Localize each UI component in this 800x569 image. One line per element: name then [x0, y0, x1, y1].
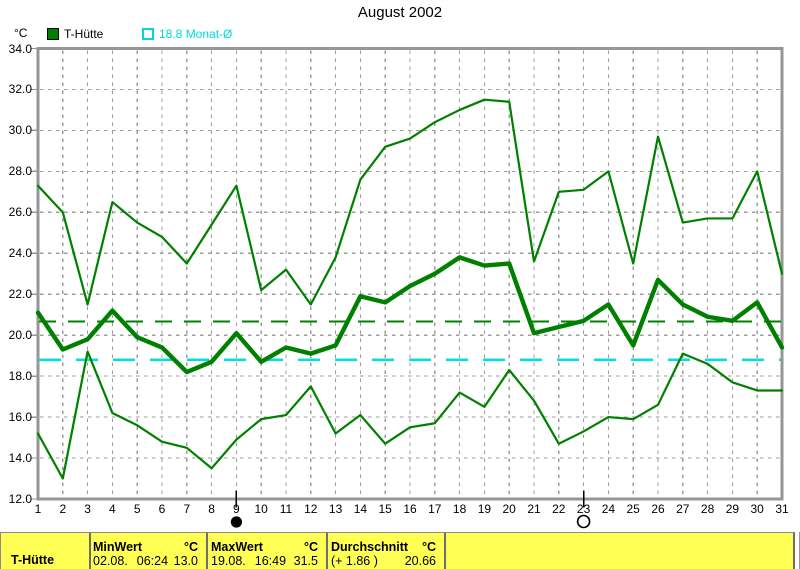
x-tick-label: 15: [378, 502, 392, 516]
status-bar: T-Hütte MinWert °C 02.08. 06:24 13.0 MaxW…: [0, 532, 795, 569]
durchschnitt-unit: °C: [421, 540, 436, 554]
x-tick-label: 14: [353, 502, 368, 516]
y-tick-label: 30.0: [8, 123, 32, 138]
x-tick-label: 23: [576, 502, 591, 516]
maxwert-datetime: 19.08. 16:49: [211, 554, 287, 568]
legend-label-t-huette: T-Hütte: [64, 27, 104, 41]
y-tick-label: 22.0: [8, 287, 32, 302]
x-tick-label: 8: [208, 502, 215, 516]
x-tick-label: 26: [651, 502, 665, 516]
x-tick-label: 16: [403, 502, 417, 516]
green-square-icon: [47, 28, 59, 40]
y-tick-label: 28.0: [8, 164, 32, 179]
x-tick-label: 28: [700, 502, 715, 516]
minwert-title: MinWert: [93, 540, 143, 554]
statusbar-divider: [326, 533, 328, 569]
x-tick-label: 20: [502, 502, 516, 516]
cyan-square-icon: [142, 28, 154, 40]
x-tick-label: 18: [452, 502, 467, 516]
y-tick-label: 26.0: [8, 205, 32, 220]
x-tick-label: 30: [750, 502, 764, 516]
x-tick-label: 17: [428, 502, 442, 516]
series-min-line: [36, 350, 784, 480]
legend-item-monthly-average: 18.8 Monat-Ø: [142, 27, 232, 41]
x-tick-label: 25: [626, 502, 640, 516]
x-tick-label: 10: [254, 502, 268, 516]
durchschnitt-title: Durchschnitt: [331, 540, 409, 554]
x-tick-label: 13: [328, 502, 343, 516]
legend-label-monthly-average: 18.8 Monat-Ø: [159, 27, 233, 41]
series-mean-line: [35, 255, 785, 375]
x-tick-label: 31: [775, 502, 789, 516]
y-tick-label: 14.0: [8, 451, 32, 466]
y-tick-label: 24.0: [8, 246, 32, 261]
x-tick-label: 5: [133, 502, 141, 516]
x-tick-label: 6: [158, 502, 166, 516]
x-tick-label: 4: [109, 502, 116, 516]
maxwert-unit: °C: [303, 540, 318, 554]
durchschnitt-value: 20.66: [404, 554, 436, 568]
x-tick-label: 19: [477, 502, 492, 516]
maxwert-value: 31.5: [293, 554, 318, 568]
y-tick-label: 20.0: [8, 328, 32, 343]
x-tick-label: 3: [84, 502, 91, 516]
y-tick-label: 34.0: [8, 41, 32, 56]
y-axis-unit-label: °C: [14, 26, 28, 40]
x-tick-label: 11: [279, 502, 293, 516]
y-tick-label: 18.0: [8, 369, 32, 384]
maxwert-title: MaxWert: [211, 540, 263, 554]
minwert-datetime: 02.08. 06:24: [93, 554, 169, 568]
x-tick-label: 2: [59, 502, 67, 516]
y-tick-label: 32.0: [8, 82, 32, 97]
y-tick-label: 12.0: [8, 492, 32, 506]
statusbar-cell-minwert: MinWert °C 02.08. 06:24 13.0: [93, 533, 198, 569]
x-tick-label: 27: [676, 502, 690, 516]
statusbar-series-label: T-Hütte: [11, 553, 55, 567]
x-tick-label: 22: [552, 502, 566, 516]
statusbar-divider: [444, 533, 446, 569]
temperature-line-chart: [31, 46, 785, 529]
x-tick-label: 7: [183, 502, 191, 516]
durchschnitt-deviation: (+ 1.86 ): [331, 554, 378, 568]
x-tick-label: 21: [527, 502, 541, 516]
statusbar-divider: [89, 533, 91, 569]
legend-item-t-huette: T-Hütte: [47, 27, 103, 41]
minwert-unit: °C: [183, 540, 198, 554]
new-moon-icon: [230, 516, 242, 528]
x-tick-label: 12: [304, 502, 318, 516]
statusbar-divider: [206, 533, 208, 569]
x-tick-label: 1: [34, 502, 42, 516]
x-tick-label: 24: [601, 502, 616, 516]
minwert-value: 13.0: [173, 554, 198, 568]
y-tick-label: 16.0: [8, 410, 32, 425]
x-tick-label: 29: [725, 502, 740, 516]
statusbar-cell-durchschnitt: Durchschnitt °C (+ 1.86 ) 20.66: [331, 533, 436, 569]
statusbar-cell-maxwert: MaxWert °C 19.08. 16:49 31.5: [211, 533, 318, 569]
series-max-line: [36, 98, 784, 306]
page-title: August 2002: [357, 4, 443, 21]
x-tick-label: 9: [233, 502, 240, 516]
full-moon-icon: [576, 514, 591, 529]
